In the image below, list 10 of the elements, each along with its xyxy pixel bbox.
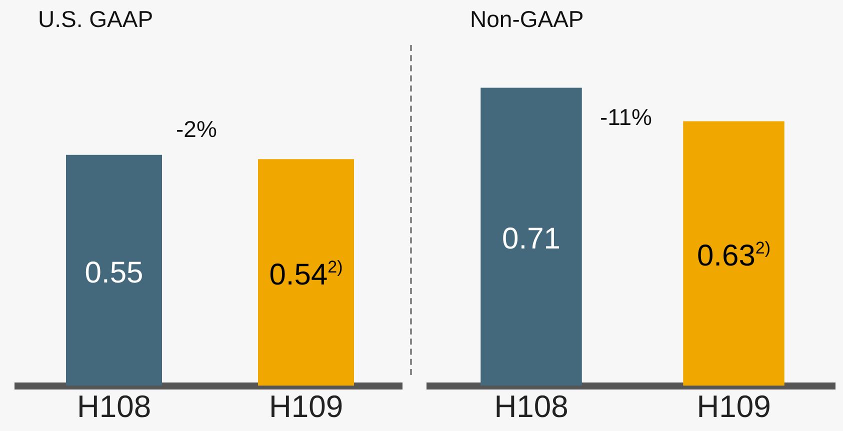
chart-title: U.S. GAAP <box>38 6 154 33</box>
x-tick-label: H109 <box>268 388 344 424</box>
chart-title: Non-GAAP <box>470 6 584 33</box>
text: -2% <box>176 116 217 143</box>
x-tick-label: H109 <box>696 388 771 424</box>
data-label: 0.55 <box>84 256 144 290</box>
data-label: 0.71 <box>502 222 560 256</box>
annotation: -11% <box>600 104 652 131</box>
x-tick-label: H108 <box>76 388 152 424</box>
x-tick-label: H108 <box>494 388 568 424</box>
